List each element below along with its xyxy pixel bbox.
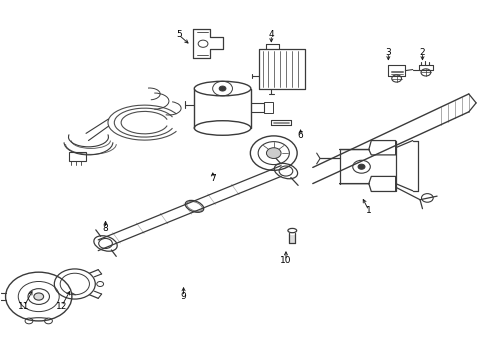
- Text: 9: 9: [180, 292, 186, 301]
- Text: 11: 11: [19, 302, 30, 311]
- Circle shape: [34, 293, 43, 300]
- Circle shape: [266, 148, 281, 158]
- Text: 10: 10: [280, 256, 291, 265]
- Text: 2: 2: [419, 48, 425, 57]
- Text: 5: 5: [176, 30, 181, 39]
- Text: 7: 7: [209, 174, 215, 183]
- Text: 12: 12: [56, 302, 67, 311]
- Text: 4: 4: [268, 30, 274, 39]
- Text: 6: 6: [297, 131, 303, 140]
- Text: 1: 1: [365, 206, 371, 215]
- Text: 8: 8: [102, 224, 108, 233]
- Bar: [69, 152, 86, 161]
- Text: 3: 3: [385, 48, 390, 57]
- Bar: [264, 102, 273, 113]
- Circle shape: [219, 86, 225, 91]
- Circle shape: [357, 164, 364, 169]
